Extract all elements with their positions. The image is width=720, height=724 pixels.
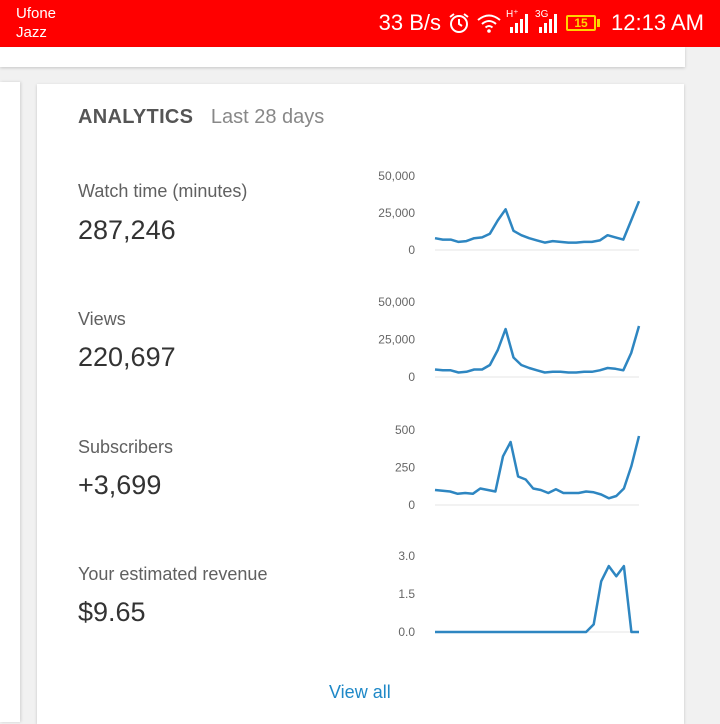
net-speed: 33 B/s	[378, 10, 442, 35]
sparkline-tick-label: 1.5	[398, 587, 415, 601]
sparkline-series	[434, 325, 641, 374]
metric-label-revenue: Your estimated revenue	[78, 564, 268, 584]
battery-level: 15	[566, 15, 597, 31]
status-icons: 33 B/s H⁺ 3G	[379, 8, 704, 38]
signal-icon	[539, 14, 558, 33]
carrier-1: Ufone	[16, 5, 57, 22]
metric-label-views: Views	[78, 309, 126, 329]
sparkline-tick-label: 0	[408, 498, 415, 512]
metric-value-views: 220,697	[78, 342, 176, 372]
alarm-clock-icon	[449, 13, 469, 33]
card-period: Last 28 days	[210, 106, 325, 128]
network-type-1: H⁺	[506, 9, 519, 20]
sparkline-tick-label: 25,000	[378, 333, 415, 347]
sparkline-tick-label: 500	[395, 423, 415, 437]
signal-icon	[510, 14, 529, 33]
battery-icon: 15	[566, 15, 601, 31]
metric-value-watch-time: 287,246	[78, 215, 176, 245]
sparkline-subscribers: 500 250 0	[395, 423, 641, 512]
analytics-card: ANALYTICS Last 28 days Watch time (minut…	[37, 84, 684, 724]
sparkline-revenue: 3.0 1.5 0.0	[398, 549, 639, 639]
sparkline-tick-label: 3.0	[398, 549, 415, 563]
metric-label-subscribers: Subscribers	[78, 437, 174, 457]
clock-time: 12:13 AM	[611, 10, 704, 35]
previous-card	[0, 47, 685, 67]
metric-value-subscribers: +3,699	[78, 470, 162, 500]
sparkline-tick-label: 0	[408, 243, 415, 257]
sparkline-series	[434, 200, 641, 244]
sparkline-tick-label: 25,000	[378, 206, 415, 220]
network-type-2: 3G	[535, 9, 549, 20]
sparkline-tick-label: 50,000	[378, 295, 415, 309]
view-all-link[interactable]: View all	[329, 682, 391, 702]
card-title: ANALYTICS	[78, 106, 194, 128]
metric-value-revenue: $9.65	[78, 597, 146, 627]
metric-label-watch-time: Watch time (minutes)	[78, 181, 248, 201]
sparkline-series	[435, 564, 639, 634]
carrier-names: Ufone Jazz	[16, 4, 56, 42]
status-bar: Ufone Jazz 33 B/s H⁺ 3G	[0, 0, 720, 47]
sparkline-views: 50,000 25,000 0	[378, 295, 641, 384]
sparkline-watch-time: 50,000 25,000 0	[378, 169, 641, 257]
sparkline-series	[434, 435, 641, 500]
carrier-2: Jazz	[16, 24, 47, 41]
sparkline-tick-label: 250	[395, 461, 415, 475]
sparkline-tick-label: 0.0	[398, 625, 415, 639]
wifi-icon	[477, 14, 501, 33]
side-card	[0, 82, 20, 722]
sparkline-tick-label: 0	[408, 370, 415, 384]
sparkline-tick-label: 50,000	[378, 169, 415, 183]
card-header: ANALYTICS Last 28 days	[78, 106, 324, 129]
